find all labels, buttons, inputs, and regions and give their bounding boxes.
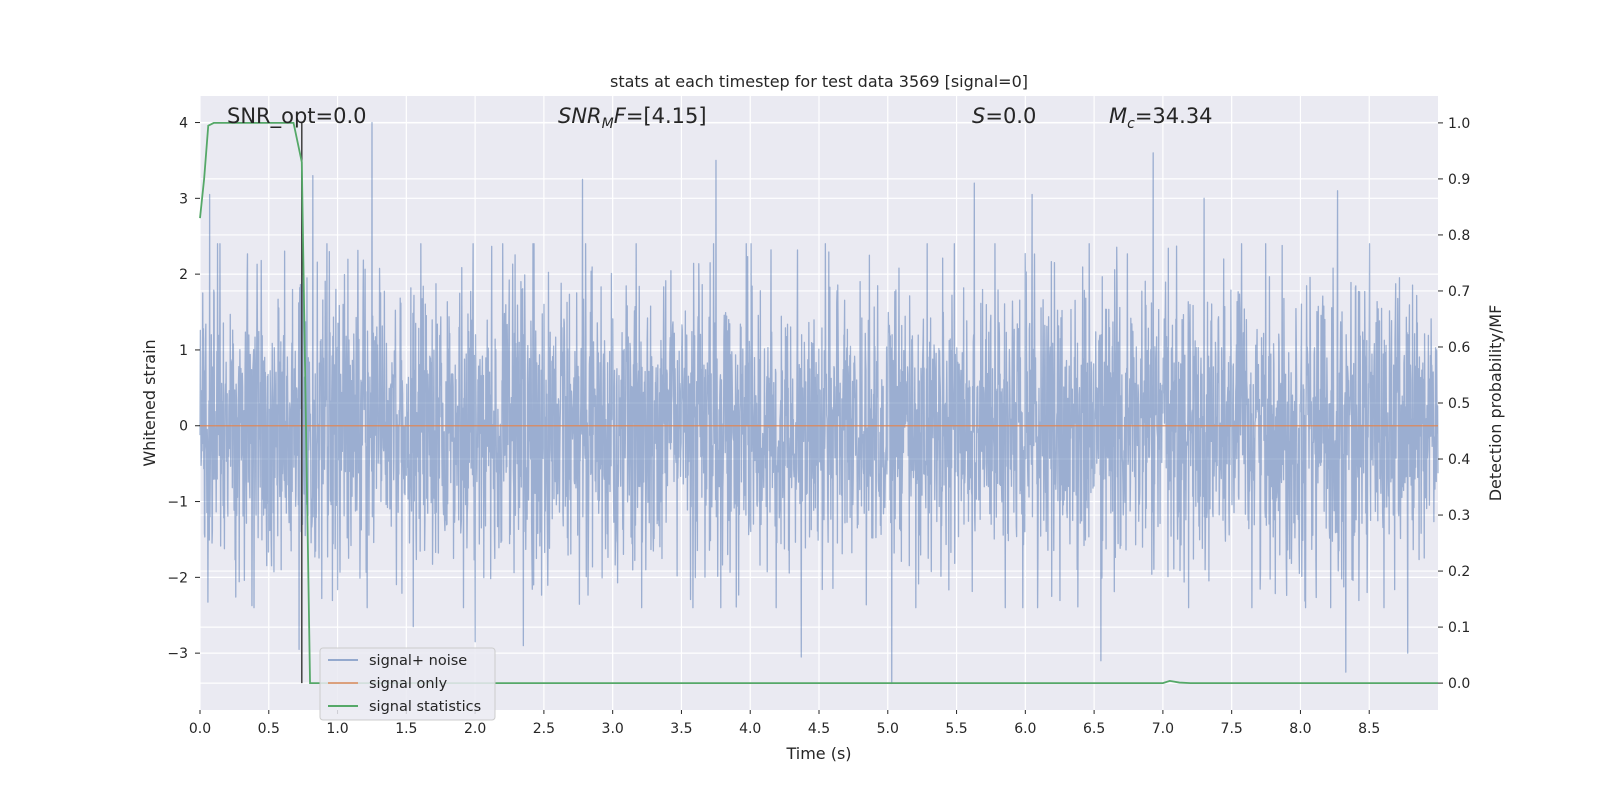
x-tick-label: 0.5 — [258, 721, 280, 737]
x-tick-label: 2.0 — [464, 721, 486, 737]
x-tick-label: 3.0 — [602, 721, 624, 737]
x-tick-label: 7.5 — [1221, 721, 1243, 737]
y-tick-label: 3 — [179, 191, 188, 207]
x-tick-label: 1.0 — [326, 721, 348, 737]
y-tick-label: 0 — [179, 419, 188, 435]
right-y-tick-label: 0.7 — [1448, 284, 1470, 300]
x-tick-label: 2.5 — [533, 721, 555, 737]
right-y-axis-label: Detection probability/MF — [1486, 305, 1505, 502]
mc-annotation: Mc=34.34 — [1109, 104, 1213, 132]
right-y-tick-label: 0.0 — [1448, 676, 1470, 692]
x-tick-label: 8.0 — [1289, 721, 1311, 737]
y-tick-label: −1 — [167, 495, 188, 511]
y-tick-label: −2 — [167, 570, 188, 586]
statistics-line — [199, 121, 1438, 685]
x-tick-label: 6.0 — [1014, 721, 1036, 737]
right-y-axis-ticks: 0.0 0.1 0.2 0.3 0.4 0.5 0.6 0.7 0.8 0.9 1.0 — [1438, 116, 1470, 692]
right-y-tick-label: 0.2 — [1448, 564, 1470, 580]
y-tick-label: 2 — [179, 267, 188, 283]
legend: signal+ noise signal only signal statist… — [319, 647, 496, 721]
signal-noise-series — [199, 121, 1439, 685]
legend-noise-label: signal+ noise — [369, 653, 467, 669]
x-tick-label: 4.0 — [739, 721, 761, 737]
chart-title: stats at each timestep for test data 356… — [610, 72, 1028, 91]
x-tick-label: 5.5 — [945, 721, 967, 737]
noise-line — [199, 121, 1439, 685]
y-tick-label: 1 — [179, 343, 188, 359]
signal-statistics-series — [199, 121, 1438, 685]
snr-opt-annotation: SNR_opt=0.0 — [227, 104, 367, 129]
y-tick-label: −3 — [167, 646, 188, 662]
left-y-axis-ticks: −3 −2 −1 0 1 2 3 4 — [167, 116, 200, 662]
right-y-tick-label: 0.4 — [1448, 452, 1470, 468]
legend-signal-label: signal only — [369, 676, 448, 692]
legend-box — [319, 647, 496, 721]
x-tick-label: 5.0 — [877, 721, 899, 737]
x-tick-label: 4.5 — [808, 721, 830, 737]
x-axis-ticks: 0.0 0.5 1.0 1.5 2.0 2.5 3.0 3.5 4.0 4.5 5.0 5.5 6.0 6… — [189, 710, 1380, 737]
x-tick-label: 3.5 — [670, 721, 692, 737]
right-y-tick-label: 1.0 — [1448, 116, 1470, 132]
x-axis-label: Time (s) — [785, 744, 851, 763]
x-tick-label: 6.5 — [1083, 721, 1105, 737]
right-y-tick-label: 0.8 — [1448, 228, 1470, 244]
x-tick-label: 7.0 — [1152, 721, 1174, 737]
x-tick-label: 8.5 — [1358, 721, 1380, 737]
right-y-tick-label: 0.1 — [1448, 620, 1470, 636]
left-y-axis-label: Whitened strain — [140, 339, 159, 466]
y-tick-label: 4 — [179, 116, 188, 132]
snr-mf-annotation: SNRMF=[4.15] — [558, 104, 707, 132]
right-y-tick-label: 0.3 — [1448, 508, 1470, 524]
annotations: SNR_opt=0.0 SNRMF=[4.15] S=0.0 Mc=34.34 — [227, 104, 1213, 132]
legend-stats-label: signal statistics — [369, 699, 481, 715]
x-tick-label: 0.0 — [189, 721, 211, 737]
right-y-tick-label: 0.6 — [1448, 340, 1470, 356]
x-tick-label: 1.5 — [395, 721, 417, 737]
right-y-tick-label: 0.9 — [1448, 172, 1470, 188]
right-y-tick-label: 0.5 — [1448, 396, 1470, 412]
s-annotation: S=0.0 — [972, 104, 1036, 128]
